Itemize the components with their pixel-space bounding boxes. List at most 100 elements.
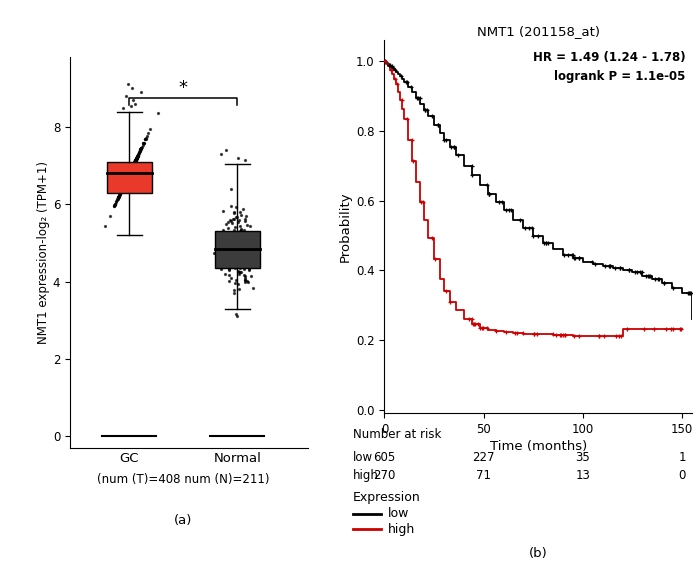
Bar xyxy=(107,162,152,193)
Point xyxy=(110,197,122,207)
Point xyxy=(115,188,127,197)
Point xyxy=(122,172,134,181)
Point xyxy=(126,165,137,174)
Point xyxy=(124,168,136,177)
Point xyxy=(122,174,133,183)
Point xyxy=(118,181,129,191)
Point xyxy=(251,260,262,269)
Point xyxy=(118,180,129,189)
Point xyxy=(123,170,134,180)
Point xyxy=(241,220,252,230)
Point xyxy=(126,164,137,173)
Point xyxy=(239,277,250,286)
Point xyxy=(231,255,242,265)
Point xyxy=(124,168,136,177)
Point xyxy=(226,185,237,194)
Point xyxy=(209,249,220,258)
Point xyxy=(113,192,124,201)
Point xyxy=(110,199,121,208)
Point xyxy=(127,161,138,170)
Point xyxy=(131,154,142,163)
Point xyxy=(128,160,139,169)
Point xyxy=(222,247,233,256)
Point xyxy=(229,259,240,268)
Point xyxy=(126,164,137,173)
Point xyxy=(136,144,147,153)
Point xyxy=(229,289,240,298)
Title: NMT1 (201158_at): NMT1 (201158_at) xyxy=(477,25,600,38)
Point xyxy=(124,169,135,178)
Point xyxy=(117,183,129,192)
Point xyxy=(127,164,138,173)
Point xyxy=(235,208,246,217)
Point xyxy=(126,165,137,174)
Point xyxy=(252,243,263,253)
Point xyxy=(232,234,243,243)
Point xyxy=(222,224,233,233)
Point xyxy=(140,134,151,143)
Point xyxy=(127,84,138,93)
Point xyxy=(234,222,245,231)
Point xyxy=(115,189,126,198)
Point xyxy=(221,255,232,265)
Point xyxy=(117,181,129,191)
Point xyxy=(135,145,146,154)
Point xyxy=(240,275,251,284)
Point xyxy=(235,243,246,253)
Point xyxy=(120,176,131,185)
Point xyxy=(129,158,140,167)
Point xyxy=(131,153,143,162)
Point xyxy=(120,179,131,188)
Point xyxy=(126,164,137,173)
Point xyxy=(239,155,250,164)
Text: 1: 1 xyxy=(678,451,686,464)
Point xyxy=(117,182,129,191)
Point xyxy=(231,212,243,222)
Point xyxy=(127,163,138,172)
Point xyxy=(121,174,132,183)
Point xyxy=(118,180,129,189)
Point xyxy=(124,168,136,177)
Point xyxy=(128,160,139,169)
Point xyxy=(129,157,140,166)
Point xyxy=(227,240,238,249)
Point xyxy=(120,178,131,187)
Point xyxy=(120,176,131,185)
Point xyxy=(227,243,238,253)
Point xyxy=(230,254,241,263)
Point xyxy=(233,279,244,288)
Point xyxy=(224,245,235,254)
Point xyxy=(236,245,247,254)
Point xyxy=(125,165,136,174)
Point xyxy=(124,168,136,177)
Point xyxy=(115,187,127,196)
Point xyxy=(239,242,250,251)
Point xyxy=(236,252,247,261)
Point xyxy=(224,249,236,258)
Point xyxy=(240,262,251,271)
Point xyxy=(128,159,139,168)
Point xyxy=(238,259,250,268)
Point xyxy=(231,241,242,250)
Point xyxy=(131,153,142,162)
Point xyxy=(239,265,250,274)
Point xyxy=(114,190,125,199)
Point xyxy=(239,214,250,223)
Point xyxy=(231,254,243,263)
Point xyxy=(238,262,249,271)
Point xyxy=(130,155,141,164)
Point xyxy=(120,178,131,187)
Point xyxy=(124,168,136,177)
Point xyxy=(118,181,129,190)
Point xyxy=(129,158,140,167)
Point xyxy=(129,158,140,168)
Point xyxy=(244,222,255,231)
Point xyxy=(134,146,145,155)
Point xyxy=(237,247,248,256)
Point xyxy=(117,182,129,191)
Point xyxy=(231,238,243,247)
Point xyxy=(129,158,140,167)
Point xyxy=(126,165,137,174)
Y-axis label: NMT1 expression-log₂ (TPM+1): NMT1 expression-log₂ (TPM+1) xyxy=(37,161,50,344)
Point xyxy=(229,226,240,235)
